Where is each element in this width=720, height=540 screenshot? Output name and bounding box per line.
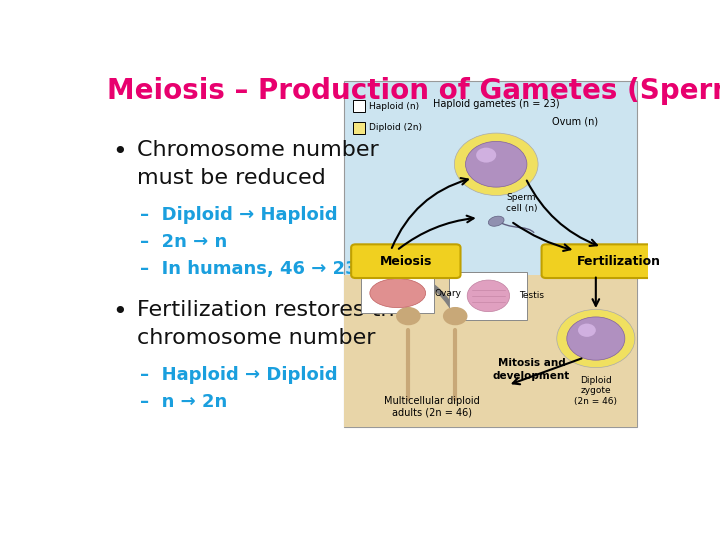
Text: Meiosis – Production of Gametes (Sperm & Egg): Meiosis – Production of Gametes (Sperm &… — [107, 77, 720, 105]
Text: Sperm
cell (n): Sperm cell (n) — [505, 193, 537, 213]
Circle shape — [396, 307, 420, 325]
Text: •: • — [112, 140, 127, 164]
Bar — [353, 122, 365, 134]
Text: Diploid (2n): Diploid (2n) — [369, 123, 423, 132]
Text: Multicellular diploid
adults (2n = 46): Multicellular diploid adults (2n = 46) — [384, 396, 480, 418]
FancyArrowPatch shape — [593, 278, 599, 306]
Bar — [344, 82, 636, 427]
Bar — [449, 272, 528, 320]
Text: –  Diploid → Haploid: – Diploid → Haploid — [140, 206, 338, 224]
Text: Ovum (n): Ovum (n) — [552, 116, 598, 126]
Text: Haploid gametes (n = 23): Haploid gametes (n = 23) — [433, 99, 559, 109]
Text: Fertilization: Fertilization — [577, 255, 660, 268]
FancyArrowPatch shape — [527, 180, 597, 246]
Circle shape — [443, 307, 467, 325]
Bar — [353, 100, 365, 112]
Circle shape — [466, 141, 527, 187]
FancyArrowPatch shape — [513, 223, 570, 251]
Text: Ovary: Ovary — [434, 288, 461, 298]
Circle shape — [578, 323, 596, 337]
FancyBboxPatch shape — [351, 244, 461, 278]
FancyArrowPatch shape — [399, 215, 474, 249]
Text: Chromosome number
must be reduced: Chromosome number must be reduced — [138, 140, 379, 187]
Circle shape — [567, 317, 625, 360]
Text: Meiosis: Meiosis — [379, 255, 432, 268]
Bar — [361, 273, 434, 313]
FancyBboxPatch shape — [541, 244, 696, 278]
Ellipse shape — [370, 279, 426, 308]
Text: Fertilization restores the
chromosome number: Fertilization restores the chromosome nu… — [138, 300, 408, 348]
Text: –  n → 2n: – n → 2n — [140, 393, 228, 411]
Circle shape — [467, 280, 510, 312]
Text: •: • — [112, 300, 127, 323]
Text: –  In humans, 46 → 23: – In humans, 46 → 23 — [140, 260, 358, 278]
Ellipse shape — [488, 216, 504, 226]
Text: Testis: Testis — [519, 292, 544, 300]
Bar — [344, 275, 636, 427]
Circle shape — [454, 133, 538, 195]
Text: Mitosis and
development: Mitosis and development — [492, 359, 570, 381]
Text: –  2n → n: – 2n → n — [140, 233, 228, 251]
FancyArrowPatch shape — [392, 178, 468, 248]
Text: Haploid (n): Haploid (n) — [369, 102, 420, 111]
Circle shape — [476, 147, 496, 163]
Circle shape — [557, 309, 635, 368]
Text: –  Haploid → Diploid: – Haploid → Diploid — [140, 366, 338, 384]
FancyArrowPatch shape — [513, 359, 582, 384]
Text: Diploid
zygote
(2n = 46): Diploid zygote (2n = 46) — [575, 376, 617, 406]
